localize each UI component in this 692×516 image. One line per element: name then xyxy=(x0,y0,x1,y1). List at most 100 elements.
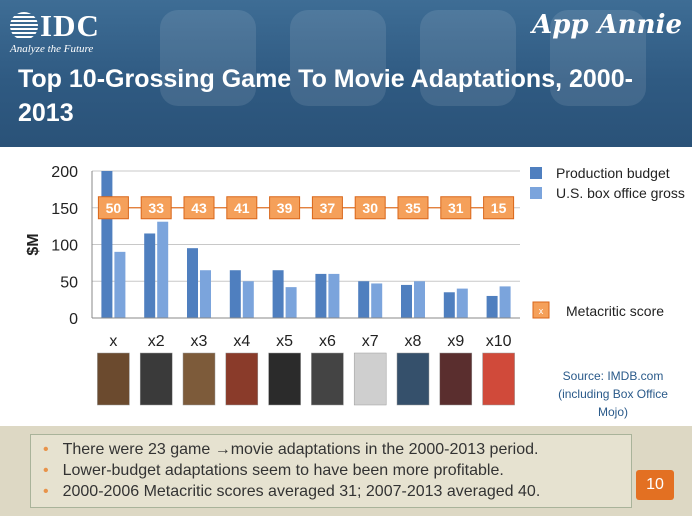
axes: 0 50 100 150 200 $M x x2 x3 x4 x5 x6 x7 x8 x9 x10 xyxy=(25,164,520,350)
gross-bar xyxy=(371,283,383,318)
movie-poster xyxy=(182,352,216,406)
gross-bar xyxy=(200,270,211,318)
metacritic-marker xyxy=(140,196,172,220)
metacritic-marker xyxy=(97,196,129,220)
globe-icon xyxy=(10,12,38,40)
metacritic-marker xyxy=(440,196,472,220)
page-number: 10 xyxy=(636,470,674,500)
gross-bar xyxy=(157,221,169,318)
movie-poster xyxy=(268,352,301,406)
legend-metacritic-swatch xyxy=(532,301,550,319)
budget-bar xyxy=(144,233,156,318)
gross-bar xyxy=(242,281,254,318)
bullet-dot-icon: • xyxy=(43,441,49,458)
budget-bar xyxy=(187,248,198,318)
takeaways-box: • There were 23 game →movie adaptations i… xyxy=(30,434,632,508)
gross-bar xyxy=(328,273,340,318)
bullet-text: Lower-budget adaptations seem to have be… xyxy=(62,462,504,479)
legend-gross-label: U.S. box office gross xyxy=(556,185,685,201)
metacritic-marker xyxy=(226,196,258,220)
x-tick-label: x5 xyxy=(276,333,293,350)
x-tick-label: x7 xyxy=(362,333,379,350)
movie-poster xyxy=(139,352,173,406)
chart-svg: 50 33 43 41 39 37 30 35 31 15 0 50 100 150 200 $M x x2 x3… xyxy=(25,164,685,406)
house-icon xyxy=(160,10,256,106)
legend-budget-label: Production budget xyxy=(556,165,670,181)
idc-wordmark: IDC xyxy=(40,8,100,43)
movie-poster xyxy=(97,352,130,406)
metacritic-label: 30 xyxy=(362,200,378,216)
gross-bar xyxy=(285,287,297,318)
bullet-item: • 2000-2006 Metacritic scores averaged 31… xyxy=(43,483,540,501)
source-note: Source: IMDB.com (including Box Office M… xyxy=(558,369,668,419)
y-axis-label: $M xyxy=(25,233,42,255)
x-tick-label: x9 xyxy=(447,333,464,350)
y-tick-label: 200 xyxy=(51,164,78,181)
x-tick-label: x2 xyxy=(148,333,165,350)
metacritic-label: 41 xyxy=(234,200,250,216)
bullet-item: • Lower-budget adaptations seem to have b… xyxy=(43,462,504,480)
metacritic-label: 39 xyxy=(277,200,293,216)
movie-poster xyxy=(353,352,387,406)
x-tick-label: x10 xyxy=(486,333,512,350)
heart-icon xyxy=(290,10,386,106)
metacritic-label: 33 xyxy=(148,200,164,216)
legend-metacritic-label: Metacritic score xyxy=(566,303,664,319)
x-tick-label: x6 xyxy=(319,333,336,350)
gross-bar xyxy=(456,288,468,318)
y-tick-label: 150 xyxy=(51,201,78,218)
bars xyxy=(101,171,511,318)
legend-metacritic-marker: x xyxy=(539,306,544,316)
x-tick-label: x xyxy=(109,333,117,350)
gross-bar xyxy=(499,286,511,318)
bullet-dot-icon: • xyxy=(43,483,49,500)
idc-tagline: Analyze the Future xyxy=(10,43,94,55)
budget-bar xyxy=(101,171,113,318)
budget-bar xyxy=(358,281,370,318)
movie-poster xyxy=(396,352,430,406)
y-tick-label: 0 xyxy=(69,311,78,328)
x-tick-label: x4 xyxy=(233,333,250,350)
gross-bar xyxy=(414,281,425,318)
movie-poster xyxy=(482,352,515,406)
movie-poster xyxy=(311,352,344,406)
metacritic-label: 31 xyxy=(448,200,464,216)
budget-bar xyxy=(486,295,498,318)
metacritic-marker xyxy=(483,196,515,220)
metacritic-marker xyxy=(311,196,343,220)
movie-poster xyxy=(439,352,473,406)
legend: Production budget U.S. box office gross x M… xyxy=(530,165,685,319)
metacritic-markers: 50 33 43 41 39 37 30 35 31 15 xyxy=(97,196,515,220)
bullet-item: • There were 23 game →movie adaptations i… xyxy=(43,441,538,459)
bullet-text: 2000-2006 Metacritic scores averaged 31;… xyxy=(62,483,541,500)
metacritic-marker xyxy=(397,196,429,220)
bullet-text: There were 23 game →movie adaptations in… xyxy=(62,441,539,458)
app-annie-logo: App Annie xyxy=(532,10,682,40)
metacritic-marker xyxy=(354,196,386,220)
legend-budget-swatch xyxy=(530,167,542,179)
calendar-icon xyxy=(420,10,516,106)
movie-posters xyxy=(97,352,515,406)
legend-gross-swatch xyxy=(530,187,542,199)
bullet-dot-icon: • xyxy=(43,462,49,479)
budget-bar xyxy=(272,270,284,318)
gridlines xyxy=(92,170,520,319)
budget-bar xyxy=(401,284,412,318)
x-tick-label: x3 xyxy=(191,333,208,350)
metacritic-label: 15 xyxy=(491,200,507,216)
metacritic-label: 43 xyxy=(191,200,207,216)
slide-title: Top 10-Grossing Game To Movie Adaptation… xyxy=(18,65,633,127)
x-tick-label: x8 xyxy=(405,333,422,350)
metacritic-marker xyxy=(269,196,301,220)
app-icon xyxy=(550,10,646,106)
metacritic-label: 35 xyxy=(405,200,421,216)
gross-bar xyxy=(114,251,126,318)
budget-bar xyxy=(315,273,327,318)
metacritic-label: 37 xyxy=(320,200,336,216)
metacritic-marker xyxy=(183,196,215,220)
metacritic-label: 50 xyxy=(106,200,122,216)
y-tick-label: 50 xyxy=(60,274,78,291)
budget-bar xyxy=(443,292,455,318)
budget-bar xyxy=(229,270,241,318)
y-tick-label: 100 xyxy=(51,238,78,255)
